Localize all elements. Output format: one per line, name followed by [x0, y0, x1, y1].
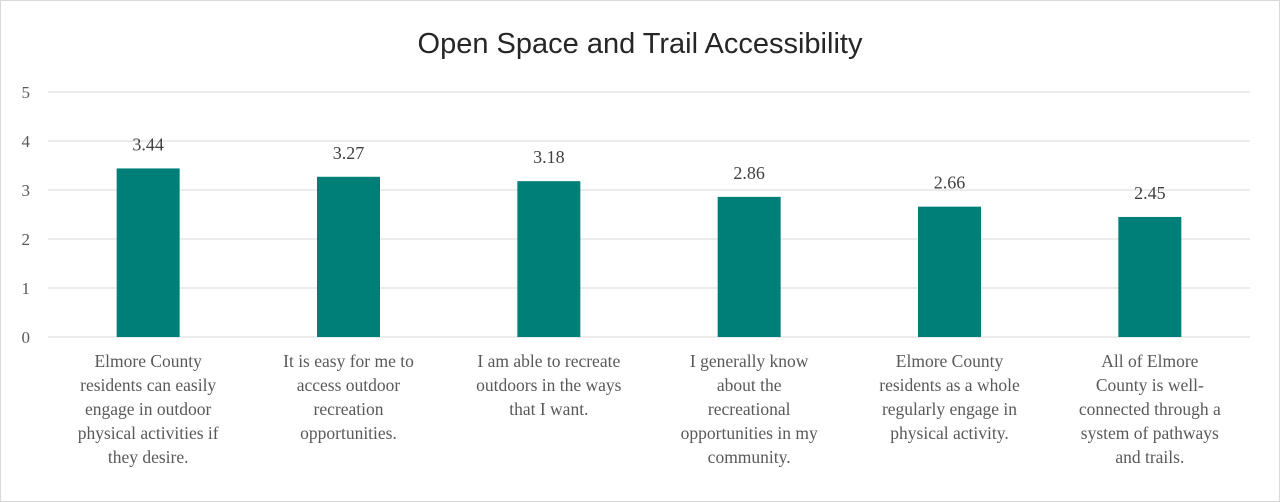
bar — [116, 168, 180, 337]
bar — [717, 196, 781, 337]
y-tick-label: 0 — [22, 328, 31, 347]
category-label-line: engage in outdoor — [85, 399, 212, 419]
category-label-line: physical activities if — [78, 423, 219, 443]
y-tick-label: 1 — [22, 279, 31, 298]
y-axis-ticks: 0 1 2 3 4 5 — [22, 83, 31, 347]
category-label-line: outdoors in the ways — [476, 375, 622, 395]
bar — [1118, 216, 1182, 337]
data-labels: 3.44 3.27 3.18 2.86 2.66 2.45 — [132, 134, 1165, 203]
y-tick-label: 5 — [22, 83, 31, 102]
category-label-line: opportunities in my — [681, 423, 818, 443]
category-label-line: residents as a whole — [879, 375, 1020, 395]
category-label-line: residents can easily — [80, 375, 216, 395]
category-label-line: about the — [717, 375, 782, 395]
category-label-line: community. — [708, 447, 791, 467]
y-tick-label: 4 — [22, 132, 31, 151]
category-labels: Elmore County residents can easily engage … — [78, 351, 1221, 467]
category-label-line: It is easy for me to — [283, 351, 414, 371]
category-label-line: I generally know — [690, 351, 809, 371]
category-label-line: recreation — [314, 399, 384, 419]
data-label: 3.27 — [333, 143, 365, 163]
gridlines — [48, 91, 1250, 338]
data-label: 2.66 — [934, 173, 966, 193]
category-label-line: that I want. — [509, 399, 588, 419]
category-label-line: All of Elmore — [1101, 351, 1198, 371]
data-label: 2.45 — [1134, 183, 1166, 203]
category-label-line: and trails. — [1115, 447, 1184, 467]
bar — [317, 176, 380, 337]
bar — [517, 181, 581, 337]
category-label-line: system of pathways — [1081, 423, 1219, 443]
category-label-line: they desire. — [108, 447, 189, 467]
category-label-line: County is well- — [1096, 375, 1204, 395]
bars — [116, 168, 1182, 337]
category-label-line: recreational — [708, 399, 791, 419]
category-label-line: opportunities. — [300, 423, 397, 443]
category-label-line: physical activity. — [890, 423, 1008, 443]
category-label-line: I am able to recreate — [477, 351, 620, 371]
category-label-line: Elmore County — [896, 351, 1004, 371]
category-label-line: regularly engage in — [882, 399, 1017, 419]
chart-title: Open Space and Trail Accessibility — [418, 28, 863, 60]
data-label: 3.44 — [132, 134, 164, 154]
category-label-line: connected through a — [1079, 399, 1221, 419]
data-label: 3.18 — [533, 147, 565, 167]
data-label: 2.86 — [733, 163, 765, 183]
category-label-line: Elmore County — [94, 351, 202, 371]
y-tick-label: 2 — [22, 230, 31, 249]
y-tick-label: 3 — [22, 181, 31, 200]
bar — [918, 206, 981, 337]
category-label-line: access outdoor — [297, 375, 401, 395]
